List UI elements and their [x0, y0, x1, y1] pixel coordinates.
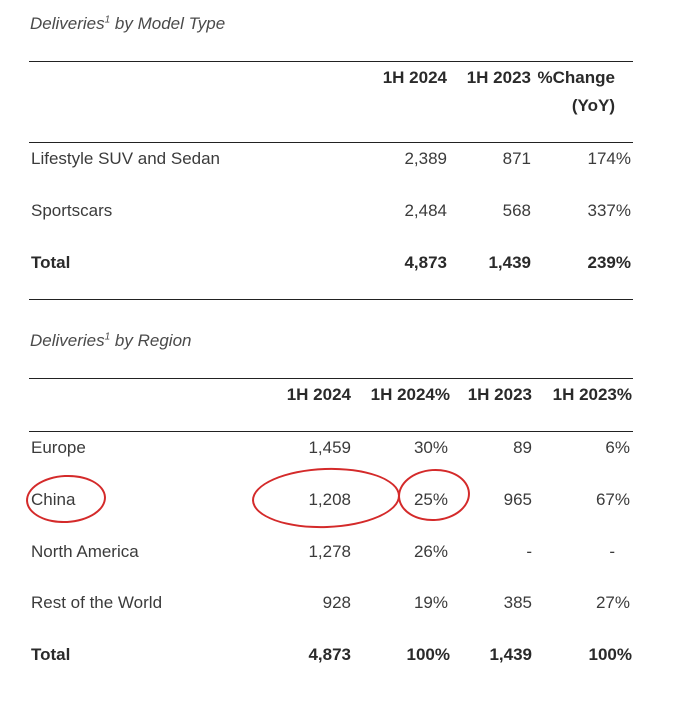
total-row-label: Total — [31, 253, 71, 272]
footnote-marker: 1 — [104, 331, 111, 343]
value-25pct-highlight-circle — [396, 466, 472, 524]
table-row-label: Europe — [31, 438, 86, 457]
table-cell: 2,484 — [404, 201, 447, 220]
table-cell: 67% — [595, 490, 630, 509]
table-cell: 1,208 — [308, 490, 351, 509]
column-header-1h2024-pct: 1H 2024% — [370, 385, 450, 404]
table-cell: 1,459 — [308, 438, 351, 457]
table-cell: 30% — [413, 438, 448, 457]
table-cell: 100% — [406, 645, 450, 664]
table-cell: 19% — [413, 593, 448, 612]
total-row-label: Total — [31, 645, 71, 664]
table-cell: 26% — [413, 542, 448, 561]
table-row-label: Sportscars — [31, 201, 113, 220]
table-cell: 1,439 — [488, 253, 531, 272]
table-cell: 100% — [588, 645, 632, 664]
column-header-1h2023: 1H 2023 — [467, 385, 532, 404]
table-cell: 4,873 — [308, 645, 351, 664]
region-caption: Deliveries1 by Region — [30, 331, 192, 350]
table-row-label: Lifestyle SUV and Sedan — [31, 149, 221, 168]
table-row-label: North America — [31, 542, 139, 561]
table-cell: 239% — [587, 253, 631, 272]
table-bottom-rule — [29, 299, 633, 300]
column-header-1h2024: 1H 2024 — [382, 68, 447, 87]
china-highlight-circle — [24, 472, 108, 526]
value-1208-highlight-circle — [250, 465, 402, 531]
table-cell: 4,873 — [404, 253, 447, 272]
table-cell: 27% — [595, 593, 630, 612]
footnote-marker: 1 — [104, 14, 111, 26]
column-header-1h2023-pct: 1H 2023% — [552, 385, 632, 404]
table-cell: 25% — [413, 490, 448, 509]
table-row-label: China — [31, 490, 76, 509]
header-bottom-rule — [29, 431, 633, 432]
column-header-change: %Change — [537, 68, 615, 87]
column-header-1h2023: 1H 2023 — [466, 68, 531, 87]
column-header-change-yoy: (YoY) — [571, 96, 615, 115]
table-cell: 928 — [322, 593, 351, 612]
table-top-rule — [29, 61, 633, 62]
table-cell: - — [526, 542, 532, 561]
header-bottom-rule — [29, 142, 633, 143]
model-type-caption: Deliveries1 by Model Type — [30, 14, 226, 33]
table-cell: 1,439 — [489, 645, 532, 664]
table-row-label: Rest of the World — [31, 593, 163, 612]
column-header-1h2024: 1H 2024 — [286, 385, 351, 404]
table-cell: 965 — [503, 490, 532, 509]
table-cell: 385 — [503, 593, 532, 612]
table-cell: 6% — [605, 438, 630, 457]
table-cell: 174% — [587, 149, 631, 168]
table-cell: 337% — [587, 201, 631, 220]
table-cell: 89 — [513, 438, 532, 457]
table-top-rule — [29, 378, 633, 379]
table-cell: - — [609, 542, 615, 561]
table-cell: 1,278 — [308, 542, 351, 561]
table-cell: 871 — [502, 149, 531, 168]
table-cell: 2,389 — [404, 149, 447, 168]
table-cell: 568 — [502, 201, 531, 220]
